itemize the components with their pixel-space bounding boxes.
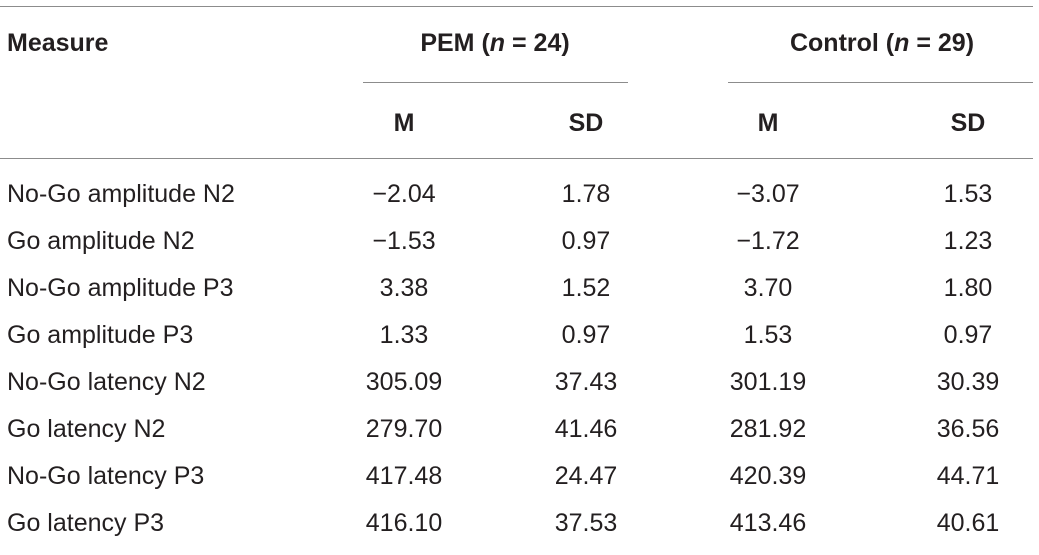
row-pem-m: −2.04 bbox=[372, 180, 436, 208]
header-pem-label: PEM ( bbox=[420, 29, 490, 57]
row-control-m: 3.70 bbox=[743, 274, 793, 302]
header-pem-sd: SD bbox=[568, 109, 604, 137]
table-row: No-Go latency N2 305.09 37.43 301.19 30.… bbox=[0, 367, 1039, 414]
row-control-m: 420.39 bbox=[729, 462, 807, 490]
row-pem-sd: 41.46 bbox=[554, 415, 618, 443]
row-pem-m: 1.33 bbox=[379, 321, 429, 349]
row-pem-m: 305.09 bbox=[365, 368, 443, 396]
row-pem-m: −1.53 bbox=[372, 227, 436, 255]
row-pem-m: 417.48 bbox=[365, 462, 443, 490]
header-pem-n-value: = 24) bbox=[505, 29, 570, 57]
row-pem-sd: 0.97 bbox=[561, 321, 611, 349]
row-control-sd: 1.23 bbox=[943, 227, 993, 255]
row-control-m: 1.53 bbox=[743, 321, 793, 349]
row-pem-sd: 24.47 bbox=[554, 462, 618, 490]
header-bottom-rule bbox=[0, 158, 1033, 159]
row-pem-m: 279.70 bbox=[365, 415, 443, 443]
row-measure: No-Go amplitude P3 bbox=[7, 274, 234, 302]
row-pem-sd: 1.78 bbox=[561, 180, 611, 208]
row-control-m: 281.92 bbox=[729, 415, 807, 443]
row-control-sd: 44.71 bbox=[936, 462, 1000, 490]
table-row: Go amplitude N2 −1.53 0.97 −1.72 1.23 bbox=[0, 226, 1039, 273]
row-control-m: −3.07 bbox=[736, 180, 800, 208]
header-pem-group: PEM (n = 24) bbox=[420, 28, 569, 58]
row-control-sd: 0.97 bbox=[943, 321, 993, 349]
table-row: No-Go amplitude P3 3.38 1.52 3.70 1.80 bbox=[0, 273, 1039, 320]
row-control-sd: 36.56 bbox=[936, 415, 1000, 443]
row-control-m: 301.19 bbox=[729, 368, 807, 396]
pem-group-rule bbox=[363, 82, 628, 83]
header-measure: Measure bbox=[7, 29, 109, 57]
row-pem-sd: 0.97 bbox=[561, 227, 611, 255]
row-control-sd: 40.61 bbox=[936, 509, 1000, 537]
control-group-rule bbox=[728, 82, 1033, 83]
table-row: No-Go amplitude N2 −2.04 1.78 −3.07 1.53 bbox=[0, 179, 1039, 226]
header-pem-m: M bbox=[393, 109, 415, 137]
row-measure: Go latency P3 bbox=[7, 509, 165, 537]
row-measure: No-Go latency P3 bbox=[7, 462, 205, 490]
table-row: Go latency P3 416.10 37.53 413.46 40.61 bbox=[0, 508, 1039, 555]
row-pem-sd: 1.52 bbox=[561, 274, 611, 302]
table-row: Go amplitude P3 1.33 0.97 1.53 0.97 bbox=[0, 320, 1039, 367]
header-control-group: Control (n = 29) bbox=[790, 28, 974, 58]
row-control-sd: 1.53 bbox=[943, 180, 993, 208]
row-measure: Go amplitude N2 bbox=[7, 227, 195, 255]
row-control-m: 413.46 bbox=[729, 509, 807, 537]
header-pem-n: n bbox=[489, 29, 506, 57]
row-pem-sd: 37.43 bbox=[554, 368, 618, 396]
table-row: Go latency N2 279.70 41.46 281.92 36.56 bbox=[0, 414, 1039, 461]
header-control-n: n bbox=[894, 29, 910, 57]
row-pem-m: 416.10 bbox=[365, 509, 443, 537]
row-pem-m: 3.38 bbox=[379, 274, 429, 302]
table-top-rule bbox=[0, 6, 1033, 7]
row-measure: No-Go latency N2 bbox=[7, 368, 206, 396]
header-control-n-value: = 29) bbox=[909, 29, 975, 57]
row-measure: Go latency N2 bbox=[7, 415, 166, 443]
row-control-sd: 30.39 bbox=[936, 368, 1000, 396]
header-control-label: Control ( bbox=[789, 29, 895, 57]
row-control-m: −1.72 bbox=[736, 227, 800, 255]
row-measure: No-Go amplitude N2 bbox=[7, 180, 235, 208]
header-control-sd: SD bbox=[950, 109, 986, 137]
row-measure: Go amplitude P3 bbox=[7, 321, 194, 349]
row-control-sd: 1.80 bbox=[943, 274, 993, 302]
table-row: No-Go latency P3 417.48 24.47 420.39 44.… bbox=[0, 461, 1039, 508]
header-control-m: M bbox=[757, 109, 779, 137]
row-pem-sd: 37.53 bbox=[554, 509, 618, 537]
